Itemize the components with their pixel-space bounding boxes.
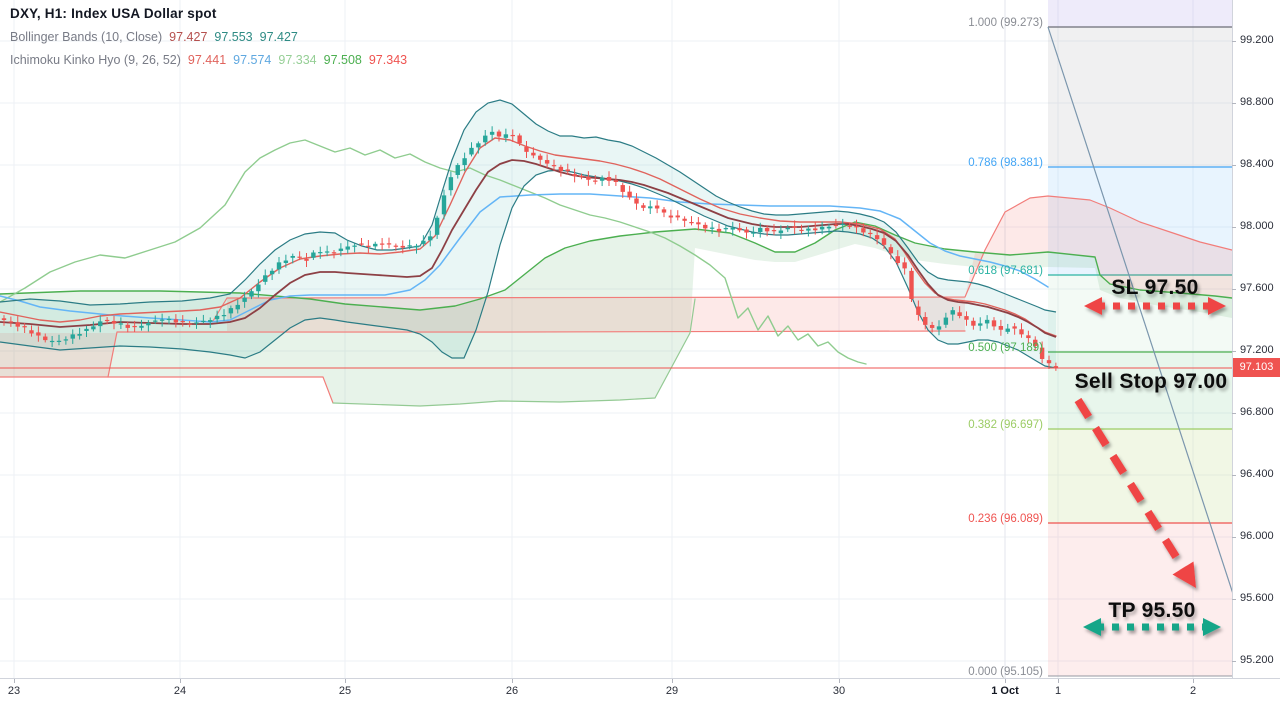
price-tick-98.000: 98.000: [1240, 220, 1274, 232]
fib-label-0.236: 0.236 (96.089): [968, 513, 1043, 525]
ichimoku-cloud-pink-zone: [1048, 196, 1232, 298]
time-label-26: 26: [505, 685, 519, 697]
time-label-2: 2: [1189, 685, 1197, 697]
ichimoku-value-4: 97.343: [368, 53, 408, 67]
indicator-legend-bollinger[interactable]: Bollinger Bands (10, Close) 97.427 97.553 9…: [10, 30, 407, 44]
price-tick-97.600: 97.600: [1240, 282, 1274, 294]
annotation-take-profit[interactable]: TP 95.50: [1108, 599, 1196, 622]
price-tick-mark: [1232, 41, 1236, 42]
time-label-29: 29: [665, 685, 679, 697]
price-tick-mark: [1232, 165, 1236, 166]
price-tick-mark: [1232, 661, 1236, 662]
trade-arrows: [1074, 297, 1226, 636]
bb-lower: [0, 169, 1057, 369]
price-tick-96.000: 96.000: [1240, 530, 1274, 542]
time-tick-mark: [14, 679, 15, 683]
time-tick-mark: [512, 679, 513, 683]
bollinger-value-1: 97.553: [214, 30, 253, 44]
chikou: [0, 139, 867, 365]
fib-label-0.500: 0.500 (97.189): [968, 342, 1043, 354]
kijun: [0, 193, 1049, 323]
fib-label-0.382: 0.382 (96.697): [968, 419, 1043, 431]
ichimoku-value-2: 97.334: [278, 53, 317, 67]
price-tick-99.200: 99.200: [1240, 34, 1274, 46]
price-tick-mark: [1232, 599, 1236, 600]
time-label-24: 24: [173, 685, 187, 697]
price-tick-96.800: 96.800: [1240, 406, 1274, 418]
price-tick-97.200: 97.200: [1240, 344, 1274, 356]
ichimoku-cloud-green: [0, 222, 1232, 406]
price-tick-98.400: 98.400: [1240, 158, 1274, 170]
time-label-23: 23: [7, 685, 21, 697]
time-tick-mark: [672, 679, 673, 683]
fib-zone: [1048, 0, 1232, 677]
ichimoku-cloud-pink-band: [227, 297, 965, 331]
bollinger-label: Bollinger Bands (10, Close): [10, 30, 163, 44]
bollinger-value-0: 97.427: [169, 30, 208, 44]
trend-line: [1047, 26, 1232, 593]
time-tick-mark: [1058, 679, 1059, 683]
ichimoku-cloud-pink-left: [0, 333, 117, 377]
senkou-a-bottom: [332, 298, 696, 407]
sell-stop-arrow[interactable]: [1074, 397, 1196, 588]
bb-basis: [0, 159, 1057, 338]
price-axis-border: [1232, 0, 1233, 678]
stop-loss-arrow[interactable]: [1084, 297, 1226, 315]
plot-area: [0, 0, 1232, 678]
time-tick-mark: [1193, 679, 1194, 683]
price-tick-mark: [1232, 413, 1236, 414]
price-tick-mark: [1232, 537, 1236, 538]
ichimoku-label: Ichimoku Kinko Hyo (9, 26, 52): [10, 53, 181, 67]
annotation-stop-loss[interactable]: SL 97.50: [1111, 276, 1199, 299]
symbol-title[interactable]: DXY, H1: Index USA Dollar spot: [10, 6, 217, 21]
time-tick-mark: [839, 679, 840, 683]
price-tick-mark: [1232, 351, 1236, 352]
price-tick-mark: [1232, 103, 1236, 104]
time-label-30: 30: [832, 685, 846, 697]
bb-upper: [0, 99, 1057, 313]
price-tick-95.600: 95.600: [1240, 592, 1274, 604]
bb-fill: [0, 100, 1056, 368]
time-tick-mark: [180, 679, 181, 683]
annotation-sell-stop[interactable]: Sell Stop 97.00: [1074, 370, 1228, 393]
price-tick-95.200: 95.200: [1240, 654, 1274, 666]
ichimoku-value-3: 97.508: [323, 53, 362, 67]
time-label-1: 1: [1054, 685, 1062, 697]
fib-label-0.618: 0.618 (97.681): [968, 265, 1043, 277]
time-tick-mark: [1005, 679, 1006, 683]
senkou-a-top: [0, 221, 1232, 311]
ichimoku-cloud-pink-wedge: [965, 196, 1048, 297]
time-label-25: 25: [338, 685, 352, 697]
ichimoku-value-0: 97.441: [187, 53, 227, 67]
current-price-label: 97.103: [1233, 358, 1280, 377]
chart-legend: DXY, H1: Index USA Dollar spot Bollinger…: [10, 6, 407, 67]
senkou-b-left: [0, 376, 334, 404]
senkou-b-band-top: [212, 195, 1232, 322]
senkou-b-band-bottom: [107, 330, 966, 378]
price-tick-mark: [1232, 227, 1236, 228]
fib-label-1.000: 1.000 (99.273): [968, 17, 1043, 29]
fib-label-0.786: 0.786 (98.381): [968, 157, 1043, 169]
indicator-legend-ichimoku[interactable]: Ichimoku Kinko Hyo (9, 26, 52) 97.441 97.5…: [10, 53, 407, 67]
time-label-1-Oct: 1 Oct: [991, 685, 1019, 697]
ichimoku-value-1: 97.574: [233, 53, 272, 67]
bollinger-value-2: 97.427: [259, 30, 298, 44]
candles: [1, 126, 1059, 371]
take-profit-arrow[interactable]: [1083, 618, 1221, 636]
price-tick-96.400: 96.400: [1240, 468, 1274, 480]
time-axis[interactable]: 23 24 25 26 29 30 1 Oct 1 2: [0, 678, 1280, 702]
price-tick-98.800: 98.800: [1240, 96, 1274, 108]
price-tick-mark: [1232, 289, 1236, 290]
time-tick-mark: [345, 679, 346, 683]
fib-label-0.000: 0.000 (95.105): [968, 666, 1043, 678]
price-tick-mark: [1232, 475, 1236, 476]
